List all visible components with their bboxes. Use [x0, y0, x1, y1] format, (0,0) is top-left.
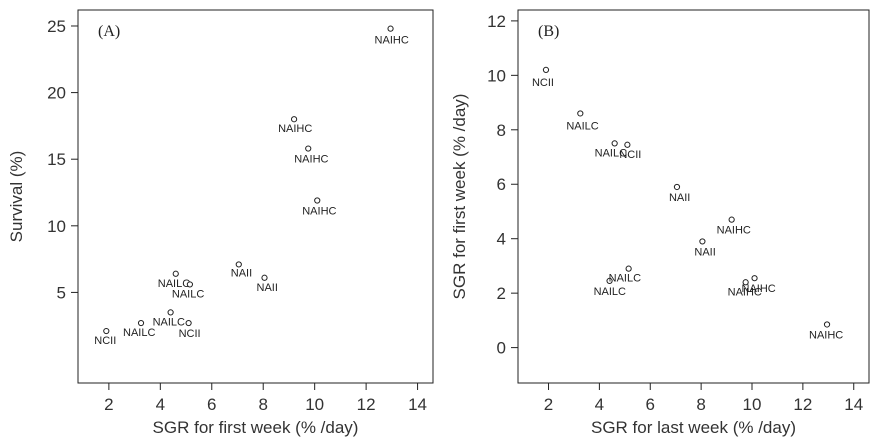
data-point-label: NAIHC: [728, 286, 762, 298]
data-point-label: NAILC: [158, 278, 190, 290]
panel-label: (A): [98, 23, 120, 40]
data-point-label: NAILC: [609, 273, 641, 285]
data-point: [823, 321, 831, 328]
data-point: [611, 140, 618, 147]
data-point: [235, 261, 242, 268]
y-tick-label: 12: [487, 12, 506, 31]
data-point: [624, 141, 631, 148]
y-axis-label: Survival (%): [7, 151, 26, 243]
data-point-label: NCII: [94, 335, 116, 347]
data-point-label: NAILC: [594, 286, 626, 298]
data-point-label: NAILC: [595, 147, 627, 159]
data-point: [314, 197, 321, 204]
data-point-label: NAII: [231, 267, 252, 279]
x-tick-label: 2: [104, 395, 113, 414]
x-tick-label: 6: [646, 395, 655, 414]
data-point-label: NAIHC: [278, 123, 312, 135]
data-point: [167, 309, 174, 316]
data-point-label: NAIHC: [809, 329, 843, 341]
x-axis-label: SGR for last week (% /day): [591, 418, 796, 437]
data-point: [606, 277, 613, 285]
data-point: [673, 183, 681, 191]
data-point-label: NAIHC: [302, 205, 336, 217]
data-point-label: NAII: [257, 282, 278, 294]
data-point-label: NAILC: [566, 120, 598, 132]
data-point-label: NAIHC: [375, 35, 409, 47]
data-point: [172, 270, 179, 277]
data-point: [699, 238, 706, 245]
panel-a: (A) 2 4 6 8 10 12 14 5 10 15 20 25 SGR for first week…: [7, 9, 434, 437]
y-axis-label: SGR for first week (% /day): [450, 94, 469, 300]
y-tick-label: 5: [57, 283, 66, 302]
y-tick-label: 4: [497, 230, 506, 249]
x-tick-label: 10: [743, 395, 762, 414]
data-point: [186, 281, 194, 288]
x-tick-label: 14: [844, 395, 863, 414]
plot-frame: [517, 9, 870, 384]
x-tick-label: 6: [207, 395, 216, 414]
data-point: [261, 274, 268, 281]
data-point: [137, 319, 145, 327]
x-tick-label: 8: [696, 395, 705, 414]
x-tick-label: 12: [793, 395, 812, 414]
x-tick-label: 4: [156, 395, 165, 414]
data-point: [185, 319, 192, 327]
x-tick-label: 2: [544, 395, 553, 414]
panel-label: (B): [538, 23, 559, 40]
data-point: [103, 327, 110, 335]
data-point: [728, 216, 735, 223]
x-tick-label: 10: [305, 395, 324, 414]
plot-frame: [77, 9, 434, 384]
y-tick-label: 6: [497, 175, 506, 194]
y-tick-label: 2: [497, 284, 506, 303]
data-point-label: NAILC: [123, 327, 155, 339]
y-tick-label: 10: [47, 217, 66, 236]
x-axis-label: SGR for first week (% /day): [153, 418, 359, 437]
data-point: [305, 145, 312, 152]
data-point-label: NCII: [532, 77, 554, 89]
y-tick-label: 25: [47, 17, 66, 36]
y-tick-label: 8: [497, 121, 506, 140]
data-point: [577, 110, 584, 117]
x-tick-label: 4: [595, 395, 604, 414]
y-tick-label: 10: [487, 66, 506, 85]
data-point: [751, 275, 758, 282]
data-point-label: NAILC: [172, 288, 204, 300]
x-tick-label: 14: [408, 395, 427, 414]
data-point: [387, 25, 394, 32]
data-point: [742, 279, 749, 286]
data-point: [290, 116, 298, 123]
x-tick-label: 12: [357, 395, 376, 414]
panel-b: (B) 2 4 6 8 10 12 14 0 2 4 6 8 10 12 SGR for last week …: [450, 9, 870, 437]
y-tick-label: 20: [47, 84, 66, 103]
y-tick-label: 15: [47, 150, 66, 169]
data-point-label: NAII: [669, 192, 690, 204]
x-tick-label: 8: [258, 395, 267, 414]
data-point-label: NAIHC: [717, 225, 751, 237]
data-point: [542, 66, 550, 73]
data-point-label: NCII: [619, 149, 641, 161]
data-point-label: NAII: [694, 246, 715, 258]
data-point-label: NAIHC: [294, 154, 328, 166]
data-point: [625, 265, 632, 272]
data-point-label: NAIHC: [742, 283, 776, 295]
y-tick-label: 0: [497, 339, 506, 358]
data-point-label: NAILC: [153, 316, 185, 328]
data-point-label: NCII: [179, 328, 201, 340]
